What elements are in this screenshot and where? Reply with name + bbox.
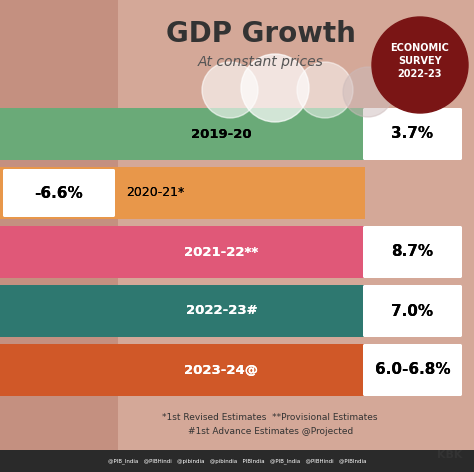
FancyBboxPatch shape — [363, 285, 462, 337]
Text: 6.0-6.8%: 6.0-6.8% — [374, 362, 450, 378]
Bar — [0, 285, 365, 337]
Bar — [0, 344, 365, 396]
Circle shape — [241, 54, 309, 122]
Bar — [0, 0, 118, 472]
Bar — [0, 167, 365, 219]
Bar — [0, 344, 365, 396]
Bar — [0, 226, 365, 278]
Bar — [0, 285, 365, 337]
Text: 2023-24@: 2023-24@ — [184, 363, 258, 377]
Text: -6.6%: -6.6% — [35, 185, 83, 201]
Bar — [0, 226, 365, 278]
FancyBboxPatch shape — [3, 169, 115, 217]
Text: GDP Growth: GDP Growth — [166, 20, 356, 48]
Text: 7.0%: 7.0% — [392, 303, 434, 319]
Text: #1st Advance Estimates @Projected: #1st Advance Estimates @Projected — [188, 427, 353, 436]
Bar — [0, 108, 365, 160]
FancyBboxPatch shape — [363, 285, 462, 337]
Text: 2020-21*: 2020-21* — [126, 186, 184, 200]
Bar — [0, 0, 118, 442]
Text: 2023-24@: 2023-24@ — [184, 363, 258, 377]
FancyBboxPatch shape — [3, 169, 115, 217]
Text: 2021-22**: 2021-22** — [184, 245, 259, 259]
Text: At constant prices: At constant prices — [198, 55, 324, 69]
FancyBboxPatch shape — [363, 108, 462, 160]
Circle shape — [343, 67, 393, 117]
Bar — [0, 450, 474, 472]
Text: -6.6%: -6.6% — [35, 185, 83, 201]
FancyBboxPatch shape — [363, 226, 462, 278]
Text: 2022-23#: 2022-23# — [186, 304, 257, 318]
Text: 8.7%: 8.7% — [392, 244, 434, 260]
Text: 2021-22**: 2021-22** — [184, 245, 259, 259]
Bar — [0, 167, 365, 219]
Circle shape — [297, 62, 353, 118]
FancyBboxPatch shape — [363, 108, 462, 160]
Text: 2019-20: 2019-20 — [191, 127, 252, 141]
Text: 2022-23#: 2022-23# — [186, 304, 257, 318]
Text: 3.7%: 3.7% — [392, 126, 434, 142]
Text: 2020-21*: 2020-21* — [126, 186, 184, 200]
Text: @PIB_India   @PIBHindi   @pibindia   @pibindia   PIBIndia   @PIB_India   @PIBHin: @PIB_India @PIBHindi @pibindia @pibindia… — [108, 458, 366, 464]
Text: *1st Revised Estimates  **Provisional Estimates: *1st Revised Estimates **Provisional Est… — [163, 413, 378, 422]
Text: ECONOMIC
SURVEY
2022-23: ECONOMIC SURVEY 2022-23 — [391, 43, 449, 79]
Text: 8.7%: 8.7% — [392, 244, 434, 260]
FancyBboxPatch shape — [363, 344, 462, 396]
Text: 6.0-6.8%: 6.0-6.8% — [374, 362, 450, 378]
Circle shape — [202, 62, 258, 118]
Text: 7.0%: 7.0% — [392, 303, 434, 319]
Circle shape — [372, 17, 468, 113]
Bar — [0, 101, 118, 472]
Text: KBK: KBK — [437, 450, 462, 460]
Text: 3.7%: 3.7% — [392, 126, 434, 142]
Text: 2019-20: 2019-20 — [191, 127, 252, 141]
FancyBboxPatch shape — [363, 226, 462, 278]
FancyBboxPatch shape — [363, 344, 462, 396]
Bar — [0, 108, 365, 160]
